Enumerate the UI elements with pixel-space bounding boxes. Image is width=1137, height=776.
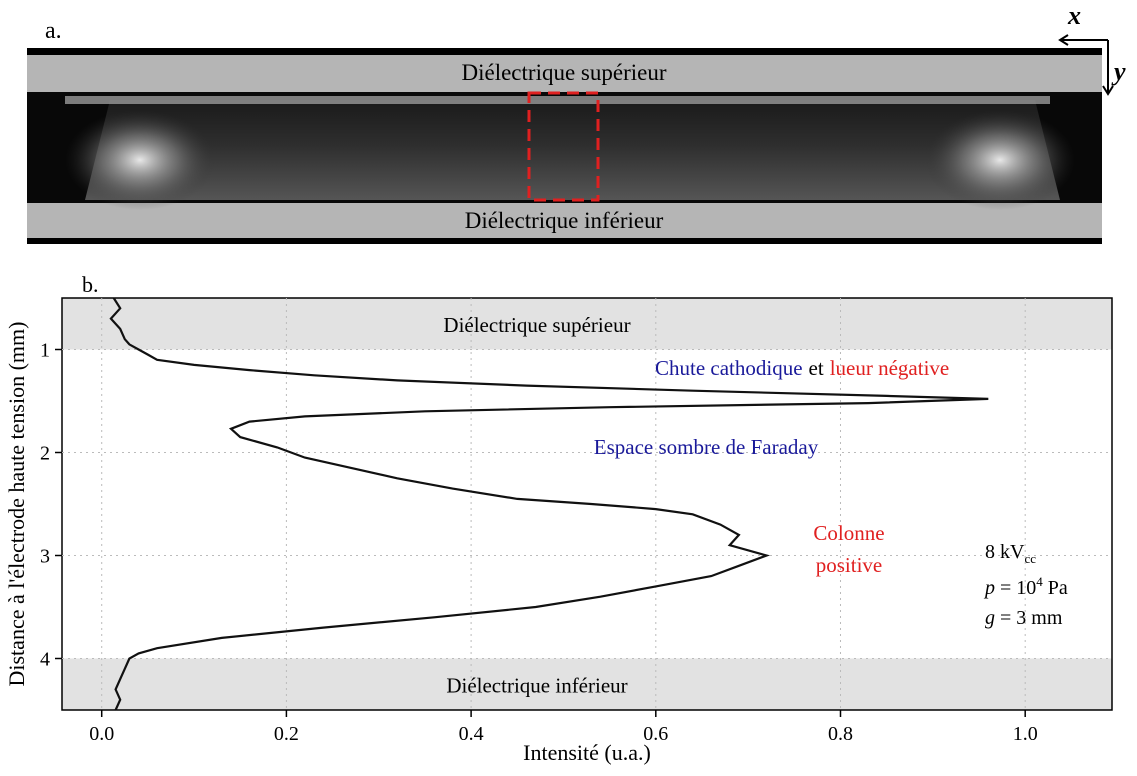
- profile-line: [109, 297, 989, 711]
- parameter-part: g: [985, 607, 995, 629]
- parameter-part: = 3 mm: [995, 607, 1063, 629]
- dielectric-label: Diélectrique supérieur: [462, 60, 667, 85]
- axis-y-label: y: [1111, 57, 1126, 86]
- surface-glow: [65, 96, 1050, 104]
- parameter: 8 kVcc: [985, 541, 1036, 566]
- panel-label: a.: [45, 18, 62, 44]
- parameter-part: = 10: [995, 577, 1036, 599]
- dielectric-label: Diélectrique inférieur: [465, 208, 664, 233]
- dielectric-region: [62, 658, 1112, 710]
- discharge: [85, 100, 1060, 200]
- glow: [925, 110, 1075, 210]
- parameter: p = 104 Pa: [983, 574, 1068, 599]
- parameter-part: 8 kV: [985, 541, 1025, 563]
- top-dielectric: [27, 55, 1102, 92]
- dielectric-region: [62, 298, 1112, 350]
- y-axis-title: Distance à l'électrode haute tension (mm…: [4, 322, 29, 687]
- y-tick-label: 3: [40, 546, 50, 568]
- y-tick-label: 1: [40, 340, 50, 362]
- parameter-part: 4: [1036, 574, 1043, 589]
- panel-label: b.: [82, 272, 99, 297]
- y-tick-label: 2: [40, 443, 50, 465]
- annotation: Colonne: [813, 521, 884, 545]
- x-tick-label: 0.4: [459, 723, 484, 745]
- region-box: [527, 91, 600, 202]
- panel-a: Diélectrique supérieur Diélectrique infé…: [27, 1, 1126, 244]
- annotation: positive: [816, 553, 883, 577]
- x-tick-label: 0.6: [643, 723, 668, 745]
- x-tick-label: 0.8: [828, 723, 853, 745]
- annotation-part: lueur négative: [830, 356, 950, 380]
- y-tick-label: 4: [40, 649, 50, 671]
- parameter-part: p: [983, 577, 995, 599]
- region-label: Diélectrique inférieur: [446, 673, 627, 697]
- annotation-part: et: [809, 356, 824, 380]
- x-tick-label: 1.0: [1013, 723, 1038, 745]
- axis-x-label: x: [1067, 1, 1081, 30]
- panel-b: 4 3 2 1 1.0 0.8 0.6 0.4 0.2 0.0 b. Intensité (u.a…: [4, 272, 1113, 765]
- plot-frame: [61, 297, 1113, 711]
- annotation: Chute cathodique et lueur négative: [655, 356, 949, 380]
- region-label: Diélectrique supérieur: [443, 313, 630, 337]
- glow: [65, 110, 215, 210]
- parameter-part: Pa: [1043, 577, 1068, 599]
- annotation: Espace sombre de Faraday: [594, 435, 819, 459]
- x-tick-label: 0.0: [89, 723, 114, 745]
- bottom-dielectric: [27, 203, 1102, 238]
- axes-arrows: [1058, 34, 1114, 96]
- x-tick-label: 0.2: [274, 723, 299, 745]
- x-axis-title: Intensité (u.a.): [523, 740, 651, 765]
- parameter: g = 3 mm: [985, 607, 1063, 629]
- annotation-part: Chute cathodique: [655, 356, 803, 380]
- parameter-part: cc: [1024, 551, 1036, 566]
